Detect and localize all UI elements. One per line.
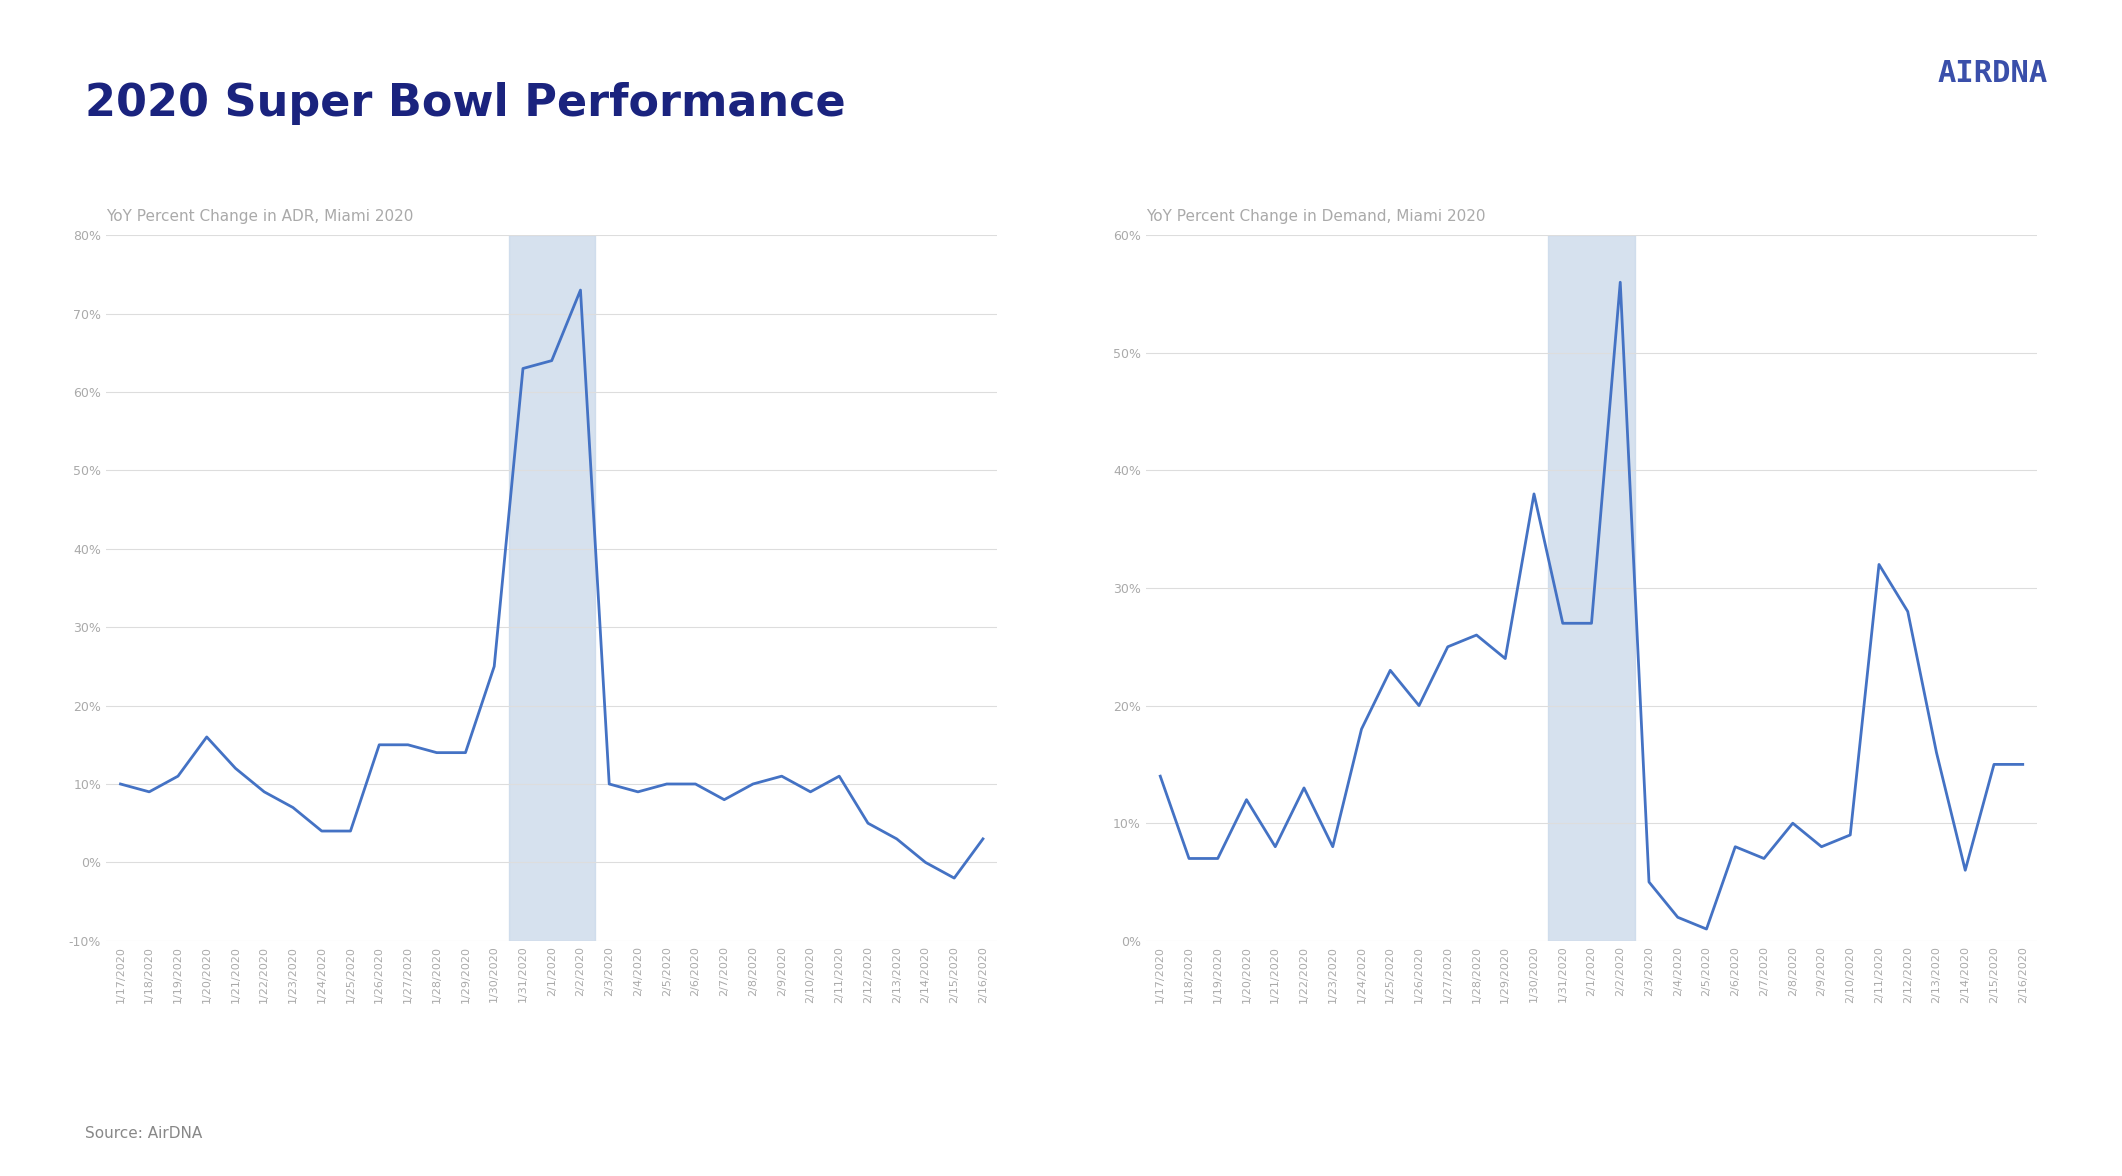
Text: YoY Percent Change in ADR, Miami 2020: YoY Percent Change in ADR, Miami 2020: [106, 209, 414, 225]
Bar: [509, 235, 594, 941]
Text: 2020 Super Bowl Performance: 2020 Super Bowl Performance: [85, 82, 845, 126]
Text: Source: AirDNA: Source: AirDNA: [85, 1125, 202, 1141]
Text: YoY Percent Change in Demand, Miami 2020: YoY Percent Change in Demand, Miami 2020: [1146, 209, 1485, 225]
Text: AIRDNA: AIRDNA: [1937, 59, 2048, 88]
Bar: [1549, 235, 1634, 941]
